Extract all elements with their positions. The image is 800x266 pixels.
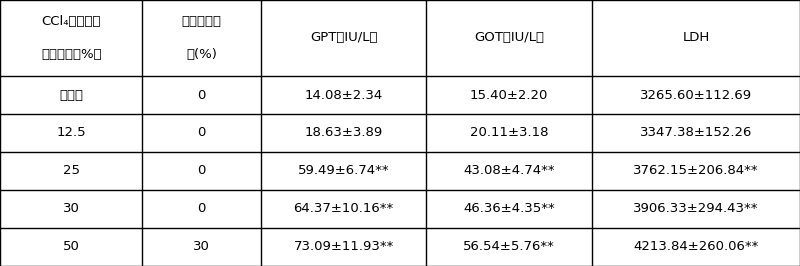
Text: 0: 0 [198,202,206,215]
Text: LDH: LDH [682,31,710,44]
Text: 59.49±6.74**: 59.49±6.74** [298,164,390,177]
Text: 15.40±2.20: 15.40±2.20 [470,89,548,102]
Text: 3347.38±152.26: 3347.38±152.26 [640,127,752,139]
Text: 20.11±3.18: 20.11±3.18 [470,127,549,139]
Text: 3906.33±294.43**: 3906.33±294.43** [634,202,758,215]
Text: 30: 30 [62,202,80,215]
Text: 30: 30 [193,240,210,253]
Text: 18.63±3.89: 18.63±3.89 [305,127,382,139]
Text: 3265.60±112.69: 3265.60±112.69 [640,89,752,102]
Text: 4213.84±260.06**: 4213.84±260.06** [634,240,758,253]
Text: 0: 0 [198,127,206,139]
Text: GOT（IU/L）: GOT（IU/L） [474,31,544,44]
Text: 64.37±10.16**: 64.37±10.16** [294,202,394,215]
Text: 50: 50 [62,240,80,253]
Text: 73.09±11.93**: 73.09±11.93** [294,240,394,253]
Text: 25: 25 [62,164,80,177]
Text: 率(%): 率(%) [186,48,217,61]
Text: 3762.15±206.84**: 3762.15±206.84** [633,164,759,177]
Text: 14.08±2.34: 14.08±2.34 [305,89,382,102]
Text: 12.5: 12.5 [56,127,86,139]
Text: 43.08±4.74**: 43.08±4.74** [463,164,555,177]
Text: 56.54±5.76**: 56.54±5.76** [463,240,555,253]
Text: 液的浓度（%）: 液的浓度（%） [41,48,102,61]
Text: CCl₄植物油溶: CCl₄植物油溶 [42,15,101,28]
Text: 对照组: 对照组 [59,89,83,102]
Text: GPT（IU/L）: GPT（IU/L） [310,31,378,44]
Text: 注射后死亡: 注射后死亡 [182,15,222,28]
Text: 0: 0 [198,89,206,102]
Text: 46.36±4.35**: 46.36±4.35** [463,202,555,215]
Text: 0: 0 [198,164,206,177]
